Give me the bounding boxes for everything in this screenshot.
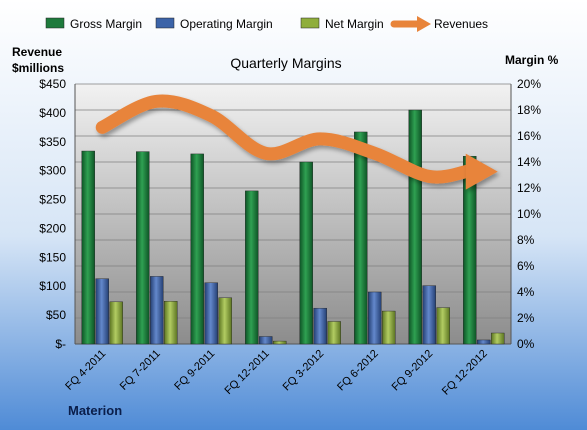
left-tick-label: $250 <box>39 193 66 207</box>
left-tick-label: $100 <box>39 279 66 293</box>
revenue-arrowhead <box>465 153 498 190</box>
chart-title: Quarterly Margins <box>230 55 341 71</box>
bar <box>327 321 341 345</box>
right-tick-label: 4% <box>517 285 535 299</box>
bar <box>136 151 150 345</box>
right-tick-label: 8% <box>517 233 535 247</box>
left-tick-label: $150 <box>39 250 66 264</box>
right-tick-label: 18% <box>517 103 541 117</box>
left-tick-label: $450 <box>39 77 66 91</box>
legend-arrowhead <box>417 16 431 32</box>
left-tick-label: $400 <box>39 106 66 120</box>
bar <box>354 131 368 345</box>
bar <box>368 291 382 345</box>
left-tick-label: $50 <box>46 308 66 322</box>
bar <box>477 339 491 345</box>
footer-label: Materion <box>68 403 122 418</box>
legend-swatch <box>155 17 175 29</box>
bar <box>204 282 218 345</box>
left-tick-label: $200 <box>39 221 66 235</box>
legend-swatch <box>300 17 320 29</box>
right-tick-label: 16% <box>517 129 541 143</box>
bar <box>299 161 313 345</box>
bar <box>164 301 178 345</box>
left-axis-title-line2: $millions <box>12 61 64 75</box>
legend-swatch <box>45 17 65 29</box>
legend: Gross Margin Operating Margin Net Margin Re… <box>45 16 488 32</box>
bar <box>491 332 505 345</box>
legend-label: Net Margin <box>325 17 384 31</box>
right-tick-label: 6% <box>517 259 535 273</box>
revenue-line <box>95 94 477 184</box>
bar <box>109 301 123 345</box>
right-tick-label: 0% <box>517 337 535 351</box>
right-tick-label: 20% <box>517 77 541 91</box>
bar <box>273 340 287 345</box>
right-axis-ticks: 0% 2% 4% 6% 8% 10% 12% 14% 16% 18% 20% <box>517 77 541 351</box>
bar <box>313 307 327 345</box>
revenue-line-group <box>95 94 498 190</box>
right-axis-title: Margin % <box>505 53 559 67</box>
left-axis-title-line1: Revenue <box>12 45 62 59</box>
left-tick-label: $- <box>55 337 66 351</box>
legend-label: Operating Margin <box>180 17 273 31</box>
left-tick-label: $300 <box>39 164 66 178</box>
bar <box>81 150 95 345</box>
bar <box>382 310 396 345</box>
right-tick-label: 12% <box>517 181 541 195</box>
bar <box>422 285 436 345</box>
left-axis-ticks: $- $50 $100 $150 $200 $250 $300 $350 $400 $450 <box>39 77 66 351</box>
legend-label: Gross Margin <box>70 17 142 31</box>
bar <box>408 109 422 345</box>
bar <box>190 153 204 345</box>
bar <box>245 190 259 345</box>
left-tick-label: $350 <box>39 135 66 149</box>
bar <box>95 278 109 345</box>
right-tick-label: 2% <box>517 311 535 325</box>
legend-label: Revenues <box>434 17 488 31</box>
right-tick-label: 10% <box>517 207 541 221</box>
bar <box>259 336 273 345</box>
bar <box>150 276 164 345</box>
right-tick-label: 14% <box>517 155 541 169</box>
bar <box>436 307 450 345</box>
bar <box>218 297 232 345</box>
